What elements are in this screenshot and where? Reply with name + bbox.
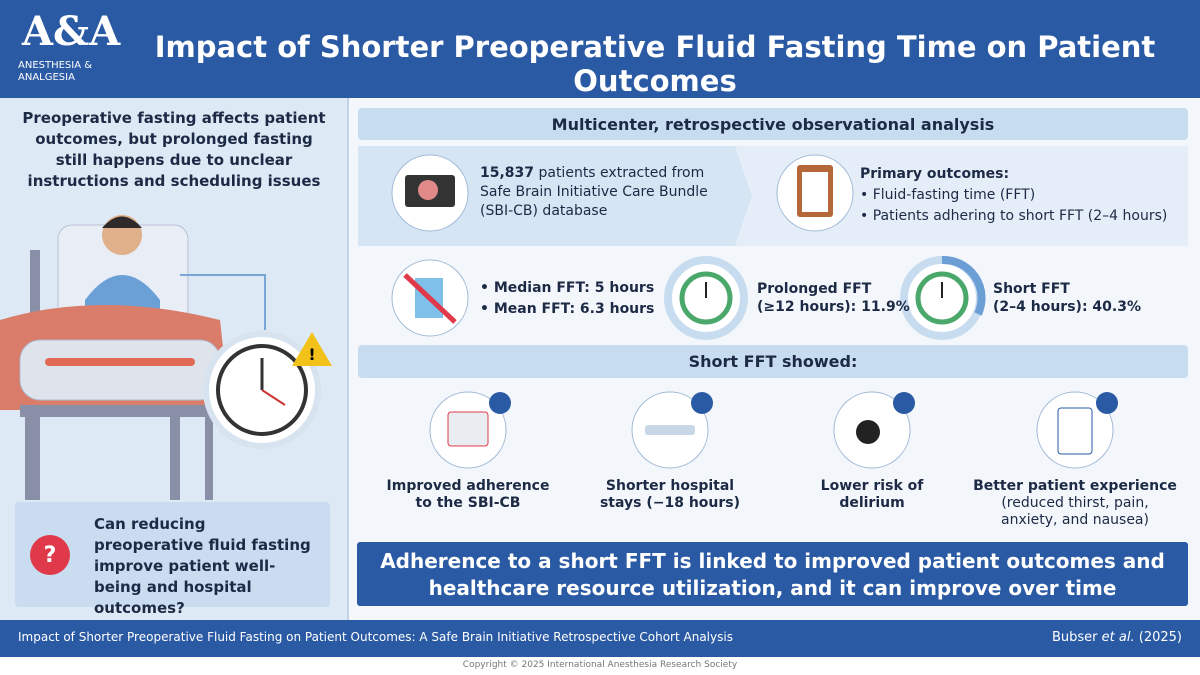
author: Bubser — [1052, 630, 1098, 645]
patients: 15,837 patients extracted from Safe Brai… — [480, 164, 720, 221]
finding-line: anxiety, and nausea) — [1001, 512, 1149, 528]
copyright: Copyright © 2025 International Anesthesi… — [462, 660, 738, 670]
logo-mark: A&A — [22, 8, 121, 55]
logo-text: ANESTHESIA & ANALGESIA — [18, 60, 92, 84]
authors: Bubser et al. (2025) — [1052, 630, 1182, 645]
finding-line: Better patient experience — [973, 478, 1177, 494]
logo-line: ANALGESIA — [18, 72, 75, 83]
conclusion: Adherence to a short FFT is linked to im… — [380, 549, 1165, 600]
finding: Lower risk of delirium — [762, 478, 982, 512]
design: Multicenter, retrospective observational… — [551, 115, 995, 134]
prolonged-line: Prolonged FFT — [757, 281, 872, 297]
finding-line: Improved adherence — [386, 478, 550, 494]
finding: Better patient experience (reduced thirst… — [965, 478, 1185, 529]
outcome-item: • Patients adhering to short FFT (2–4 ho… — [860, 208, 1168, 224]
outcomes-title: Primary outcomes: — [860, 166, 1010, 182]
finding-line: (reduced thirst, pain, — [1001, 495, 1149, 511]
etal: et al. — [1101, 630, 1135, 645]
fft-stats: • Median FFT: 5 hours • Mean FFT: 6.3 hou… — [480, 278, 654, 320]
stat: • Median FFT: 5 hours — [480, 280, 655, 296]
finding: Improved adherence to the SBI-CB — [358, 478, 578, 512]
intro: Preoperative fasting affects patient out… — [22, 109, 326, 190]
question-mark: ? — [43, 543, 57, 568]
finding: Shorter hospital stays (−18 hours) — [560, 478, 780, 512]
stat: • Mean FFT: 6.3 hours — [480, 301, 655, 317]
logo-line: ANESTHESIA & — [18, 60, 93, 71]
title: Impact of Shorter Preoperative Fluid Fas… — [154, 30, 1156, 98]
finding-line: Shorter hospital — [605, 478, 735, 494]
finding-line: to the SBI-CB — [415, 495, 521, 511]
finding-line: stays (−18 hours) — [599, 495, 741, 511]
findings-title: Short FFT showed: — [688, 352, 858, 371]
patient-text: patients extracted from Safe Brain Initi… — [480, 165, 708, 219]
prolonged-line: (≥12 hours): 11.9% — [757, 299, 910, 315]
short: Short FFT (2–4 hours): 40.3% — [993, 280, 1141, 316]
patient-count: 15,837 — [480, 165, 535, 181]
question: Can reducing preoperative fluid fasting … — [94, 515, 311, 617]
prolonged: Prolonged FFT (≥12 hours): 11.9% — [757, 280, 910, 316]
svg-text:!: ! — [308, 345, 315, 364]
finding-line: Lower risk of — [820, 478, 924, 494]
outcome-item: • Fluid-fasting time (FFT) — [860, 187, 1036, 203]
short-line: (2–4 hours): 40.3% — [993, 299, 1141, 315]
year: (2025) — [1138, 630, 1182, 645]
short-line: Short FFT — [993, 281, 1070, 297]
citation: Impact of Shorter Preoperative Fluid Fas… — [18, 630, 733, 644]
outcomes: Primary outcomes: • Fluid-fasting time (… — [860, 164, 1180, 227]
finding-line: delirium — [839, 495, 905, 511]
